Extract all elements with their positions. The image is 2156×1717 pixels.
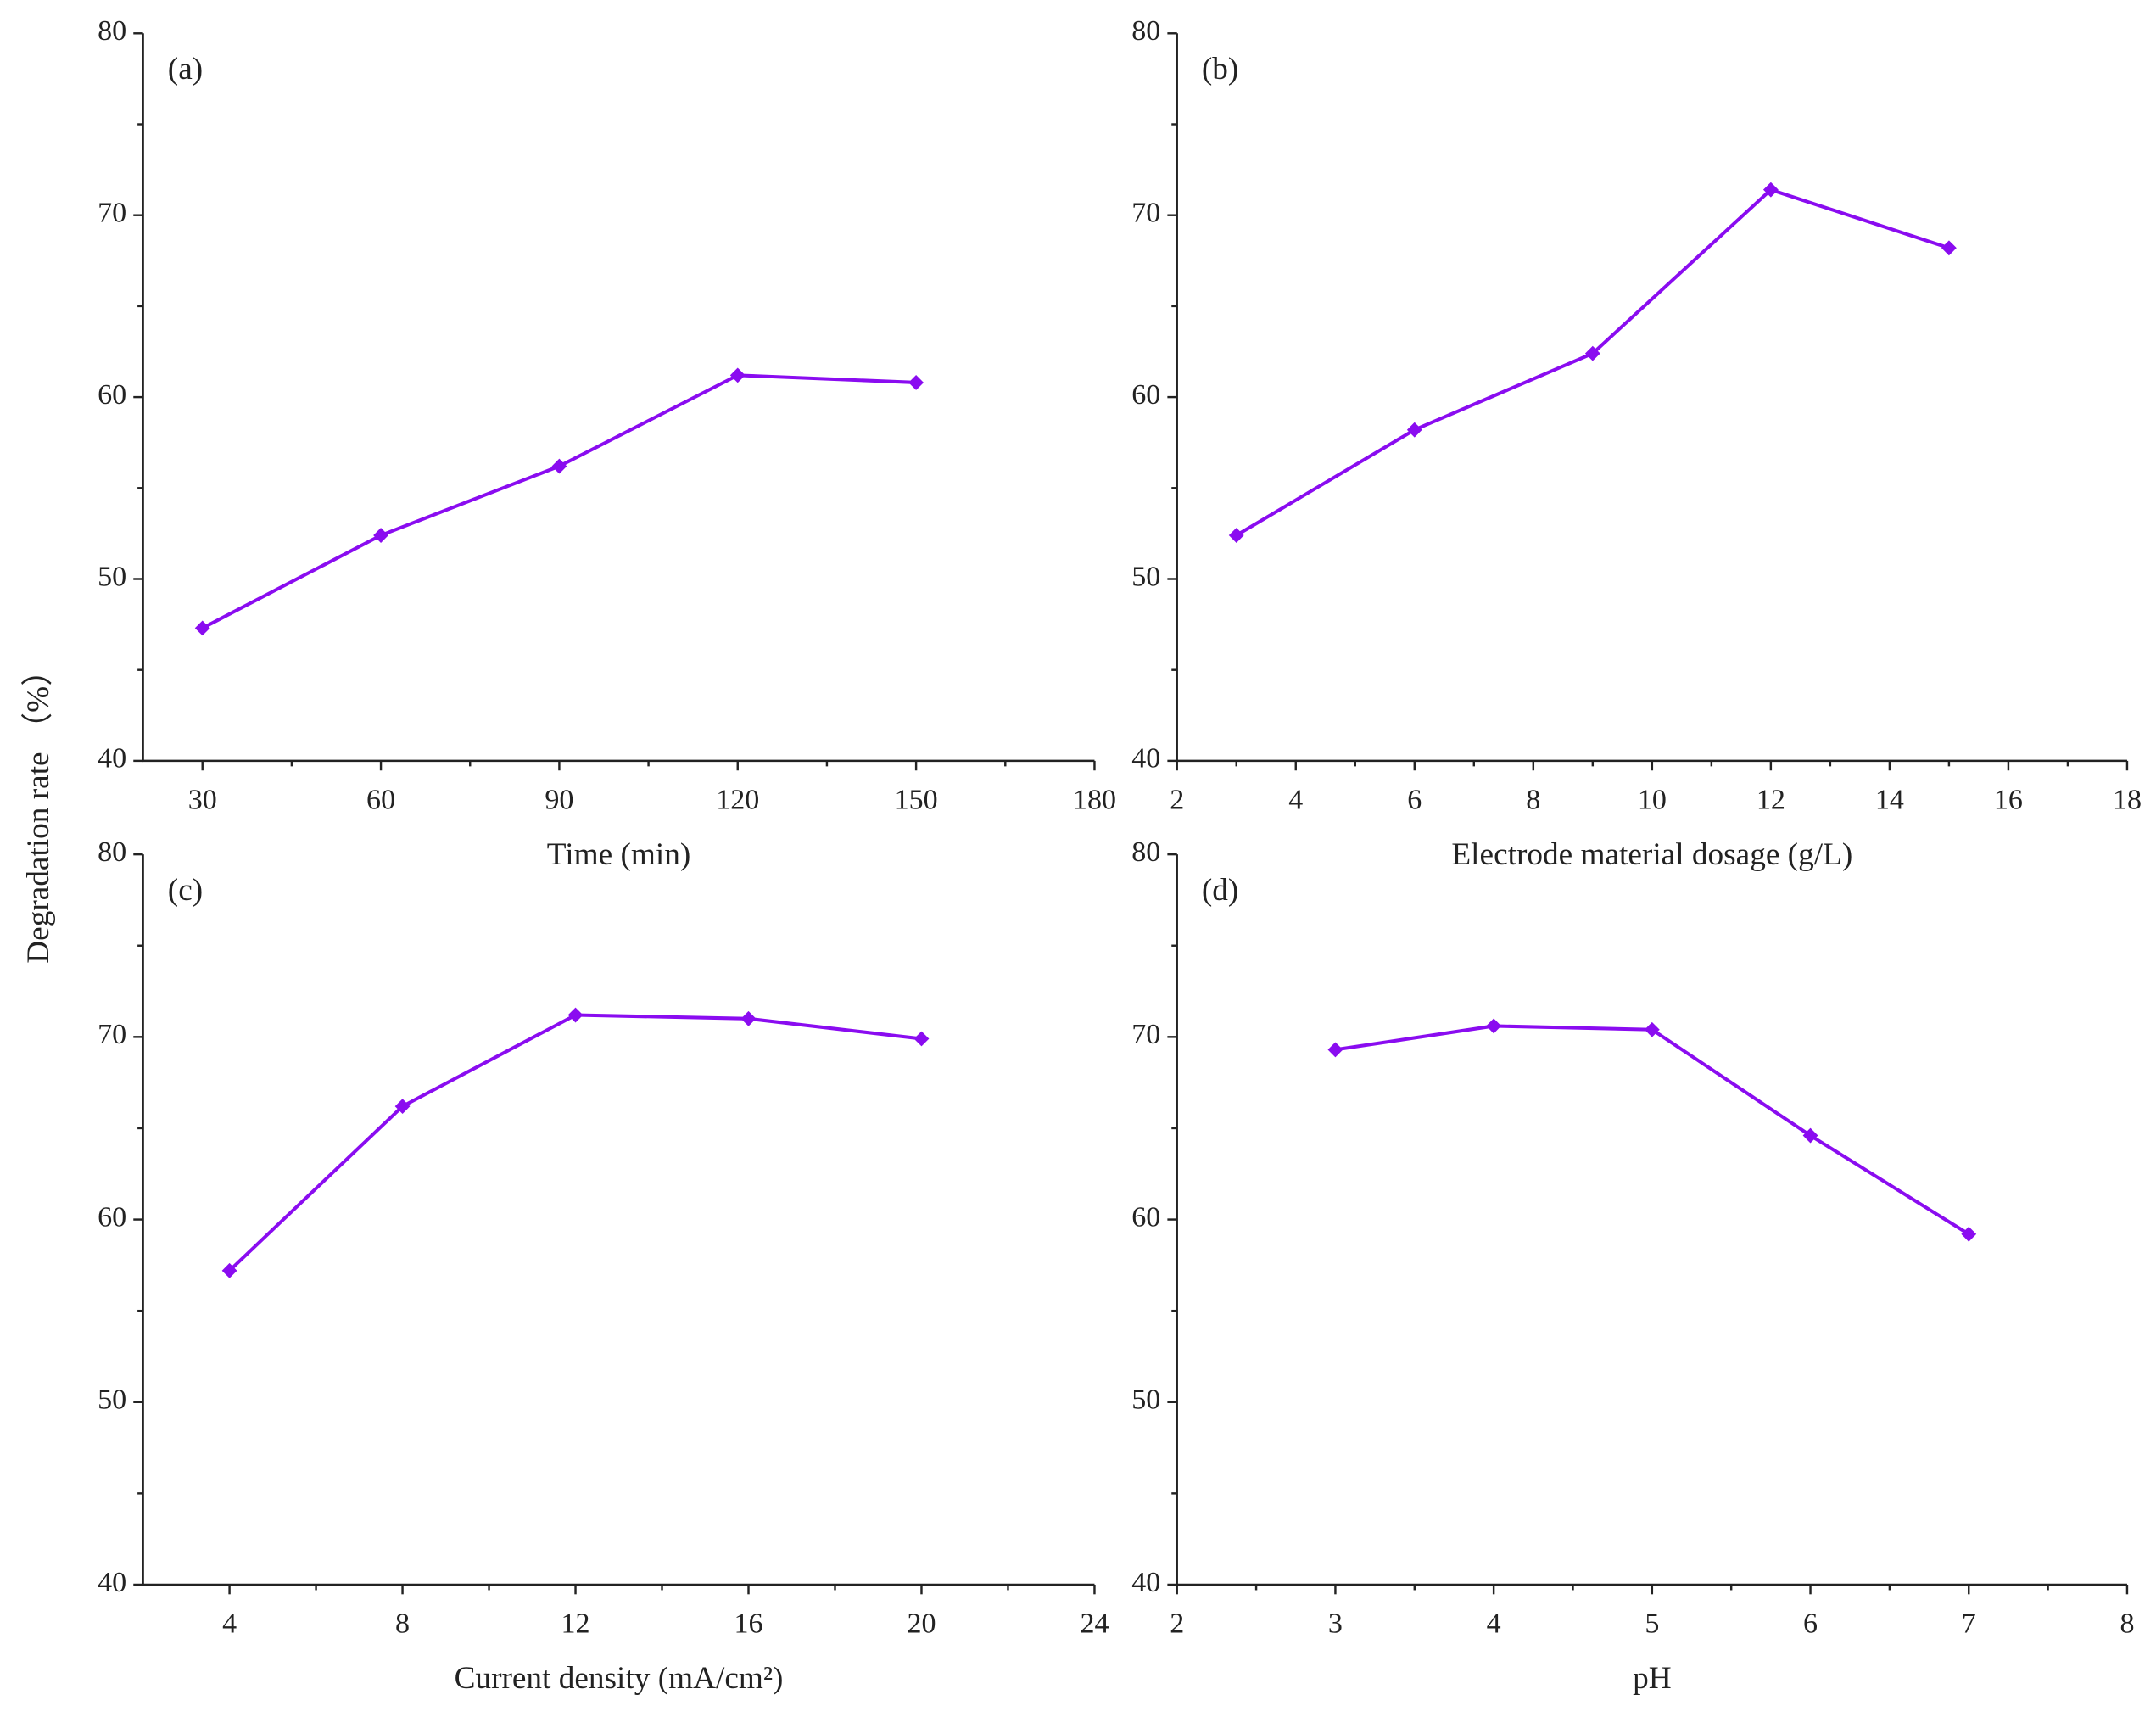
y-tick-label: 40 bbox=[1131, 1567, 1160, 1598]
x-axis-label: Current density (mA/cm²) bbox=[455, 1661, 784, 1696]
panel: 40 50 60 70 80 2 3 4 5 6 7 8 pH (d) bbox=[1131, 836, 2134, 1696]
y-tick-label: 70 bbox=[98, 198, 126, 229]
data-point bbox=[394, 1099, 411, 1115]
y-tick-label: 50 bbox=[1131, 561, 1160, 592]
y-tick-label: 60 bbox=[98, 379, 126, 411]
series-line bbox=[201, 373, 917, 630]
data-point bbox=[1941, 240, 1957, 256]
x-tick-label: 2 bbox=[1170, 1608, 1184, 1639]
data-point bbox=[194, 620, 210, 636]
y-tick-label: 60 bbox=[1131, 379, 1160, 411]
data-point bbox=[1961, 1226, 1977, 1242]
x-tick-label: 20 bbox=[907, 1608, 936, 1639]
x-tick-label: 12 bbox=[561, 1608, 590, 1639]
panel-label: (b) bbox=[1202, 52, 1238, 87]
y-tick-label: 40 bbox=[1131, 743, 1160, 775]
y-tick-label: 60 bbox=[1131, 1201, 1160, 1233]
x-axis-label: Time (min) bbox=[547, 837, 690, 872]
data-point bbox=[740, 1010, 757, 1026]
series-line bbox=[228, 1013, 922, 1272]
x-tick-label: 60 bbox=[366, 784, 395, 815]
x-tick-label: 90 bbox=[545, 784, 573, 815]
x-tick-label: 8 bbox=[2120, 1608, 2134, 1639]
x-tick-label: 150 bbox=[895, 784, 938, 815]
data-point bbox=[1802, 1127, 1818, 1144]
data-point bbox=[567, 1007, 584, 1023]
x-axis-label: Electrode material dosage (g/L) bbox=[1451, 837, 1852, 872]
data-point bbox=[1584, 345, 1600, 361]
y-tick-label: 50 bbox=[98, 561, 126, 592]
y-tick-label: 50 bbox=[98, 1384, 126, 1416]
x-tick-label: 16 bbox=[1994, 784, 2023, 815]
data-point bbox=[729, 367, 746, 383]
x-tick-label: 3 bbox=[1328, 1608, 1343, 1639]
data-point bbox=[1644, 1021, 1660, 1037]
y-tick-label: 60 bbox=[98, 1201, 126, 1233]
x-tick-label: 10 bbox=[1638, 784, 1667, 815]
panel-label: (a) bbox=[168, 52, 203, 87]
x-tick-label: 180 bbox=[1073, 784, 1116, 815]
data-point bbox=[551, 458, 567, 474]
panel-label: (d) bbox=[1202, 873, 1238, 908]
y-tick-label: 70 bbox=[1131, 1019, 1160, 1050]
x-tick-label: 8 bbox=[395, 1608, 410, 1639]
panel-label: (c) bbox=[168, 873, 203, 908]
panel: 40 50 60 70 80 30 60 90 120 150 180 Time (min) (a) bbox=[98, 15, 1116, 872]
y-tick-label: 80 bbox=[98, 836, 126, 868]
x-tick-label: 12 bbox=[1757, 784, 1785, 815]
x-tick-label: 120 bbox=[716, 784, 759, 815]
x-tick-label: 6 bbox=[1803, 1608, 1818, 1639]
x-tick-label: 18 bbox=[2113, 784, 2142, 815]
x-tick-label: 14 bbox=[1875, 784, 1904, 815]
series-line bbox=[1235, 187, 1950, 537]
x-tick-label: 4 bbox=[1487, 1608, 1501, 1639]
axis-line bbox=[1176, 33, 2127, 763]
y-tick-label: 80 bbox=[1131, 15, 1160, 47]
y-tick-label: 40 bbox=[98, 743, 126, 775]
axis-line bbox=[142, 33, 1095, 763]
data-point bbox=[1762, 182, 1779, 198]
x-tick-label: 4 bbox=[1288, 784, 1303, 815]
axis-line bbox=[1176, 854, 2127, 1586]
x-tick-label: 7 bbox=[1962, 1608, 1976, 1639]
y-tick-label: 80 bbox=[98, 15, 126, 47]
y-tick-label: 50 bbox=[1131, 1384, 1160, 1416]
y-tick-label: 70 bbox=[1131, 198, 1160, 229]
data-point bbox=[913, 1031, 930, 1047]
y-tick-label: 80 bbox=[1131, 836, 1160, 868]
x-tick-label: 4 bbox=[222, 1608, 237, 1639]
y-tick-label: 70 bbox=[98, 1019, 126, 1050]
y-axis-label: Degradation rate （%） bbox=[21, 655, 56, 964]
x-tick-label: 16 bbox=[734, 1608, 762, 1639]
x-axis-label: pH bbox=[1633, 1661, 1672, 1696]
x-tick-label: 24 bbox=[1080, 1608, 1109, 1639]
data-point bbox=[373, 528, 388, 543]
x-tick-label: 5 bbox=[1645, 1608, 1659, 1639]
panel: 40 50 60 70 80 2 4 6 8 10 12 14 16 18 Electrode materi… bbox=[1131, 15, 2142, 872]
data-point bbox=[908, 375, 924, 390]
panel: 40 50 60 70 80 4 8 12 16 20 24 Current density (mA/… bbox=[98, 836, 1109, 1696]
y-tick-label: 40 bbox=[98, 1567, 126, 1598]
series-line bbox=[1335, 1024, 1970, 1236]
data-point bbox=[1327, 1042, 1343, 1058]
x-tick-label: 30 bbox=[188, 784, 217, 815]
x-tick-label: 8 bbox=[1526, 784, 1540, 815]
data-point bbox=[1406, 422, 1422, 438]
x-tick-label: 6 bbox=[1407, 784, 1422, 815]
x-tick-label: 2 bbox=[1170, 784, 1184, 815]
data-point bbox=[1228, 528, 1244, 543]
data-point bbox=[1486, 1018, 1502, 1034]
